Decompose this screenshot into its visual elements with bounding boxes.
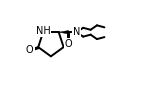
Text: NH: NH: [36, 26, 50, 36]
Polygon shape: [59, 31, 69, 34]
Text: N: N: [73, 27, 80, 37]
Text: O: O: [25, 45, 33, 55]
Text: O: O: [65, 39, 72, 49]
